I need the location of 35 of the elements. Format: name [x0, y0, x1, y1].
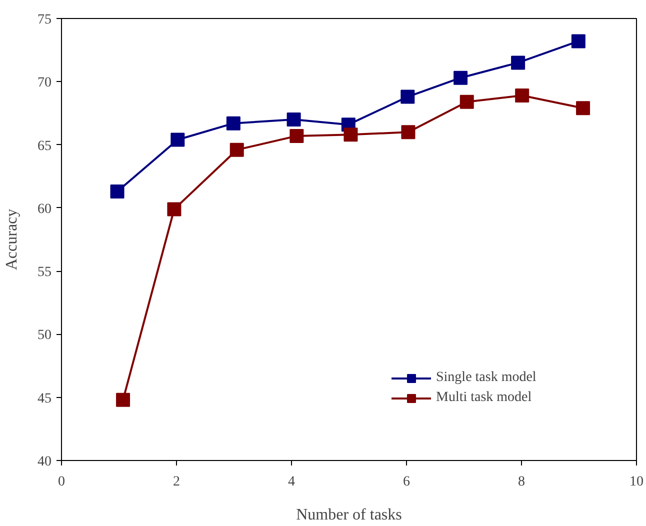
point — [344, 128, 358, 142]
point — [230, 142, 244, 157]
point — [401, 125, 416, 140]
point — [511, 56, 526, 70]
y-tick-label: 50 — [38, 328, 52, 344]
point — [460, 94, 474, 109]
x-tick-label: 0 — [58, 474, 65, 490]
x-axis-title: Number of tasks — [296, 506, 402, 524]
point — [515, 88, 530, 103]
point — [400, 90, 415, 104]
y-tick-label: 60 — [38, 202, 52, 217]
y-tick-label: 75 — [38, 12, 52, 28]
legend-label: Multi task model — [436, 389, 532, 407]
legend-label: Single task model — [436, 369, 536, 387]
y-tick-label: 40 — [38, 454, 52, 470]
x-tick-label: 4 — [288, 474, 295, 490]
point — [454, 70, 468, 85]
point — [116, 392, 130, 407]
point — [110, 184, 124, 199]
point — [571, 34, 586, 48]
point — [286, 112, 301, 127]
point — [167, 202, 182, 216]
y-tick-label: 70 — [38, 76, 52, 91]
x-tick-label: 2 — [173, 474, 180, 490]
x-tick-label: 10 — [630, 474, 644, 490]
point — [290, 128, 304, 143]
x-tick-label: 6 — [403, 474, 410, 490]
y-axis-title: Accuracy — [4, 208, 20, 270]
y-tick-label: 45 — [38, 391, 52, 406]
point — [170, 132, 185, 147]
x-tick-label: 8 — [518, 474, 525, 490]
y-tick-label: 55 — [38, 265, 52, 280]
point — [576, 101, 590, 116]
y-tick-label: 65 — [38, 138, 52, 154]
point — [226, 116, 240, 130]
